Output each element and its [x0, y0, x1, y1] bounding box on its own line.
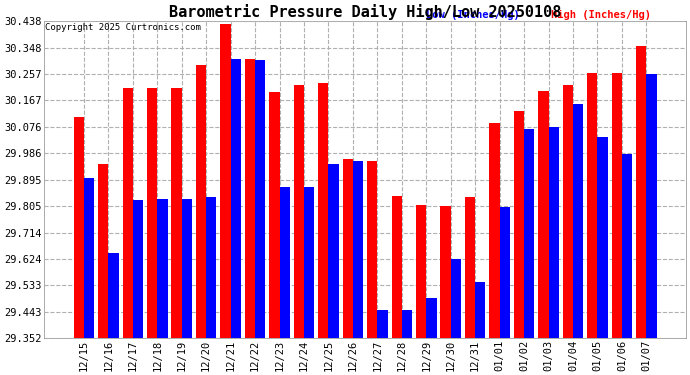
Bar [304, 187, 314, 338]
Text: High (Inches/Hg): High (Inches/Hg) [551, 10, 651, 20]
Bar [132, 200, 143, 338]
Bar [549, 127, 559, 338]
Title: Barometric Pressure Daily High/Low 20250108: Barometric Pressure Daily High/Low 20250… [169, 4, 562, 20]
Bar [611, 73, 622, 338]
Bar [84, 178, 94, 338]
Bar [563, 85, 573, 338]
Bar [475, 282, 486, 338]
Bar [489, 123, 500, 338]
Bar [181, 199, 192, 338]
Bar [353, 161, 363, 338]
Bar [402, 310, 412, 338]
Bar [538, 91, 549, 338]
Bar [279, 187, 290, 338]
Bar [573, 104, 583, 338]
Bar [465, 197, 475, 338]
Bar [294, 85, 304, 338]
Bar [206, 197, 217, 338]
Bar [328, 164, 339, 338]
Bar [220, 24, 230, 338]
Bar [440, 206, 451, 338]
Bar [377, 310, 388, 338]
Bar [245, 58, 255, 338]
Bar [171, 88, 181, 338]
Bar [343, 159, 353, 338]
Bar [123, 88, 132, 338]
Bar [416, 205, 426, 338]
Bar [514, 111, 524, 338]
Bar [108, 253, 119, 338]
Bar [451, 258, 461, 338]
Bar [98, 164, 108, 338]
Bar [622, 153, 632, 338]
Text: Low (Inches/Hg): Low (Inches/Hg) [426, 10, 520, 20]
Bar [269, 92, 279, 338]
Text: Copyright 2025 Curtronics.com: Copyright 2025 Curtronics.com [45, 23, 201, 32]
Bar [524, 129, 534, 338]
Bar [636, 45, 647, 338]
Bar [147, 88, 157, 338]
Bar [255, 60, 266, 338]
Bar [230, 58, 241, 338]
Bar [367, 161, 377, 338]
Bar [500, 207, 510, 338]
Bar [391, 196, 402, 338]
Bar [74, 117, 84, 338]
Bar [647, 74, 657, 338]
Bar [318, 84, 328, 338]
Bar [426, 298, 437, 338]
Bar [598, 138, 608, 338]
Bar [196, 64, 206, 338]
Bar [587, 73, 598, 338]
Bar [157, 199, 168, 338]
